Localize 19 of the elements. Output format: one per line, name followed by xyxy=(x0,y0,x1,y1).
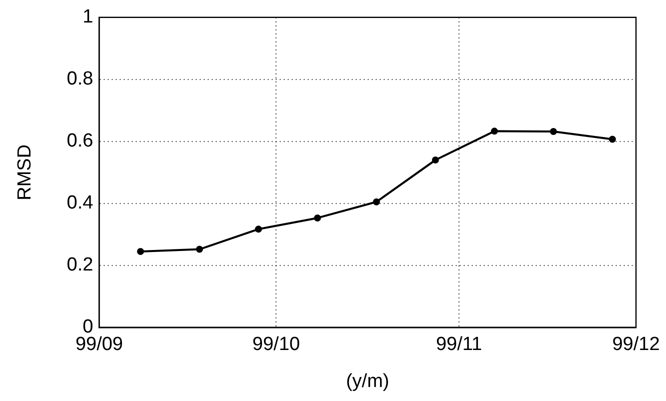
y-tick-label: 0.4 xyxy=(66,192,94,214)
x-tick-label: 99/12 xyxy=(612,334,660,356)
y-tick-label: 0.8 xyxy=(66,68,94,90)
point xyxy=(137,248,144,255)
point xyxy=(196,246,203,253)
point xyxy=(432,156,439,164)
y-tick-label: 1 xyxy=(82,6,94,28)
y-axis-title: RMSD xyxy=(14,144,36,200)
y-tick-label: 0.6 xyxy=(66,130,94,152)
point xyxy=(254,226,262,233)
x-tick-label: 99/10 xyxy=(252,334,300,356)
point xyxy=(608,136,616,143)
point xyxy=(314,214,321,222)
x-tick-label: 99/11 xyxy=(436,334,482,356)
point xyxy=(550,128,557,135)
point xyxy=(490,128,498,135)
point xyxy=(372,198,380,206)
y-tick-label: 0.2 xyxy=(66,254,94,276)
x-axis-title: (y/m) xyxy=(346,370,390,392)
